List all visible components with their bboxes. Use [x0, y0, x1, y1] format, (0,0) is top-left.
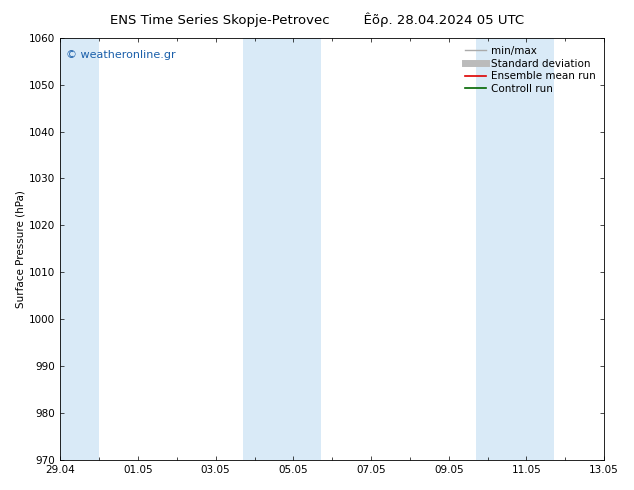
- Text: © weatheronline.gr: © weatheronline.gr: [66, 50, 176, 60]
- Bar: [476, 38, 553, 460]
- Legend: min/max, Standard deviation, Ensemble mean run, Controll run: min/max, Standard deviation, Ensemble me…: [462, 43, 599, 97]
- Bar: [243, 38, 321, 460]
- Bar: [49, 38, 99, 460]
- Y-axis label: Surface Pressure (hPa): Surface Pressure (hPa): [15, 190, 25, 308]
- Text: ENS Time Series Skopje-Petrovec        Êõρ. 28.04.2024 05 UTC: ENS Time Series Skopje-Petrovec Êõρ. 28.…: [110, 12, 524, 27]
